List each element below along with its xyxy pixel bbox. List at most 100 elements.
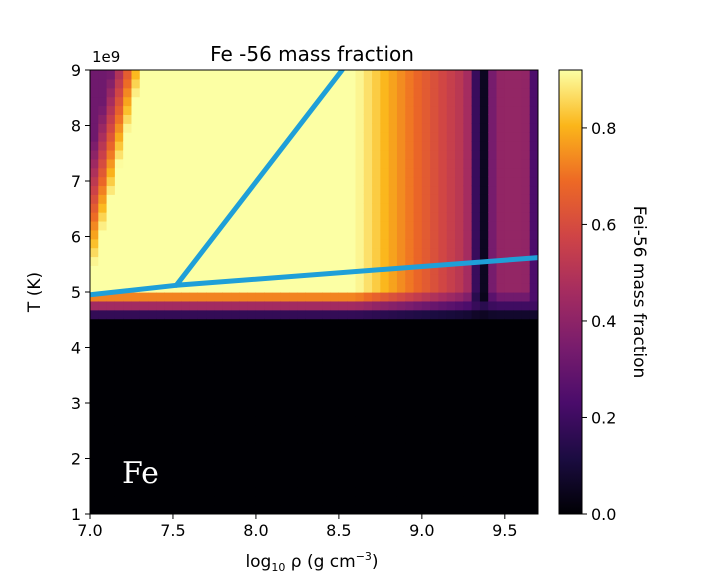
x-tick-label: 9.5 [492,521,517,540]
heatmap-cell [231,158,240,169]
heatmap-cell [239,123,249,133]
heatmap-cell [164,265,174,275]
heatmap-cell [388,78,398,89]
heatmap-cell [289,114,299,124]
heatmap-cell [222,451,232,462]
heatmap-cell [231,176,240,187]
heatmap-cell [222,141,232,151]
heatmap-cell [380,292,390,302]
heatmap-cell [396,336,406,346]
heatmap-cell [338,256,348,266]
heatmap-cell [164,78,174,89]
heatmap-cell [206,158,216,169]
heatmap-cell [513,416,523,426]
heatmap-cell [239,141,249,151]
heatmap-cell [463,354,473,364]
heatmap-cell [355,247,365,258]
heatmap-cell [513,487,523,497]
heatmap-cell [305,265,315,275]
heatmap-cell [388,469,398,480]
heatmap-cell [513,238,523,249]
heatmap-cell [347,70,357,80]
heatmap-cell [413,292,423,302]
heatmap-cell [239,238,249,249]
heatmap-cell [239,158,249,169]
heatmap-cell [529,256,538,266]
heatmap-cell [197,87,207,98]
heatmap-cell [455,158,464,169]
heatmap-cell [421,256,431,266]
heatmap-cell [488,247,498,258]
heatmap-cell [496,292,506,302]
heatmap-cell [247,363,257,373]
heatmap-cell [513,265,523,275]
heatmap-cell [172,176,182,187]
heatmap-cell [181,309,191,320]
heatmap-cell [222,380,232,391]
heatmap-cell [114,300,124,311]
heatmap-cell [289,167,299,178]
heatmap-cell [430,505,440,514]
heatmap-cell [396,425,406,435]
colorbar-label: Fei-56 mass fraction [629,206,649,379]
heatmap-cell [338,300,348,311]
heatmap-cell [513,132,523,142]
heatmap-cell [206,318,216,329]
heatmap-cell [106,220,116,231]
heatmap-cell [529,78,538,89]
heatmap-cell [388,105,398,115]
heatmap-cell [372,363,381,373]
heatmap-cell [471,487,481,497]
heatmap-cell [504,389,514,400]
heatmap-cell [463,132,473,142]
heatmap-cell [347,309,357,320]
heatmap-cell [90,96,99,107]
heatmap-cell [131,158,141,169]
heatmap-cell [488,132,498,142]
heatmap-cell [114,220,124,231]
heatmap-cell [380,238,390,249]
heatmap-cell [214,327,224,337]
heatmap-cell [272,203,282,213]
heatmap-cell [189,442,199,453]
heatmap-cell [496,363,506,373]
heatmap-cell [430,425,440,435]
heatmap-cell [388,327,398,337]
heatmap-cell [156,478,166,488]
heatmap-cell [297,167,307,178]
heatmap-cell [380,300,390,311]
colorbar-axis: 0.00.20.40.60.8 [582,119,616,524]
heatmap-cell [255,478,265,488]
heatmap-cell [272,265,282,275]
heatmap-cell [446,505,456,514]
heatmap-cell [247,247,257,258]
heatmap-cell [372,274,381,284]
heatmap-cell [156,407,166,417]
heatmap-cell [438,478,448,488]
y-tick-label: 5 [71,283,81,302]
heatmap-cell [297,389,307,400]
chart-title: Fe -56 mass fraction [210,42,414,66]
heatmap-cell [131,132,141,142]
heatmap-cell [264,229,274,240]
heatmap-cell [239,78,249,89]
heatmap-cell [247,460,257,471]
heatmap-cell [405,78,415,89]
heatmap-cell [214,274,224,284]
heatmap-cell [347,363,357,373]
heatmap-cell [272,194,282,204]
heatmap-cell [197,469,207,480]
heatmap-cell [372,389,381,400]
heatmap-cell [272,442,282,453]
heatmap-cell [289,300,299,311]
heatmap-cell [372,238,381,249]
heatmap-cell [322,336,332,346]
heatmap-cell [305,256,315,266]
heatmap-cell [322,149,332,160]
heatmap-cell [496,318,506,329]
heatmap-cell [496,434,506,444]
heatmap-cell [479,176,489,187]
heatmap-cell [488,407,498,417]
heatmap-cell [471,247,481,258]
heatmap-cell [131,460,141,471]
